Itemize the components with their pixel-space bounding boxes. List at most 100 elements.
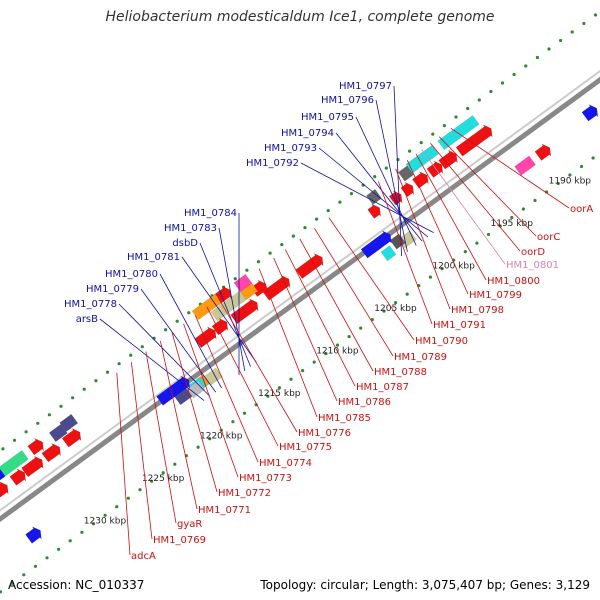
- outer-tick-dot: [382, 309, 386, 313]
- gene-label-bottom: HM1_0800: [487, 276, 540, 287]
- gene-label-leader: [377, 181, 433, 325]
- gene-label-leader: [335, 132, 423, 242]
- inner-tick-dot: [373, 175, 377, 179]
- gene-feature: [455, 124, 493, 157]
- gene-label-leader: [116, 372, 131, 556]
- inner-tick-dot: [164, 328, 168, 332]
- inner-tick-dot: [535, 55, 540, 60]
- inner-tick-dot: [477, 98, 481, 102]
- outer-tick-dot: [0, 590, 3, 594]
- gene-feature: [437, 115, 480, 151]
- gene-feature: [367, 203, 381, 219]
- gene-feature: [191, 293, 223, 321]
- outer-tick-dot: [45, 556, 49, 560]
- outer-tick-dot: [394, 301, 398, 305]
- gene-label-leader: [218, 227, 246, 371]
- backbone-shadow-line: [0, 69, 600, 512]
- gene-feature: [27, 437, 44, 456]
- inner-tick-dot: [466, 106, 470, 111]
- outer-tick-dot: [208, 437, 212, 441]
- outer-tick-dot: [405, 292, 409, 296]
- gene-label-leader: [181, 256, 257, 363]
- outer-tick-dot: [510, 215, 514, 220]
- gene-label-bottom: HM1_0788: [374, 367, 427, 378]
- scale-label: 1205 kbp: [374, 304, 417, 314]
- gene-feature: [210, 290, 247, 322]
- gene-label-bottom: HM1_0769: [153, 535, 206, 546]
- gene-label-bottom: HM1_0787: [356, 382, 409, 393]
- inner-tick-dot: [489, 89, 493, 94]
- gene-features-layer: [0, 103, 600, 544]
- outer-tick-dot: [521, 207, 526, 211]
- gene-label-bottom: adcA: [131, 551, 156, 562]
- inner-tick-dot: [349, 192, 354, 196]
- inner-tick-dot: [454, 115, 458, 119]
- gene-label-leader: [160, 340, 198, 510]
- inner-tick-dot: [419, 141, 423, 145]
- gene-label-leader: [159, 273, 222, 389]
- inner-tick-dot: [175, 319, 179, 323]
- gene-label-top: dsbD: [172, 238, 198, 249]
- gene-feature: [397, 165, 414, 182]
- gene-label-bottom: HM1_0771: [198, 505, 251, 516]
- gene-label-leader: [131, 362, 153, 540]
- outer-tick-dot: [242, 411, 247, 415]
- gene-label-bottom: HM1_0790: [415, 336, 468, 347]
- inner-tick-dot: [105, 370, 110, 374]
- outer-tick-dot: [335, 343, 340, 347]
- inner-tick-dot: [94, 379, 98, 383]
- inner-tick-dot: [71, 396, 75, 400]
- outer-tick-dot: [579, 164, 584, 169]
- outer-tick-dot: [486, 232, 491, 237]
- gene-label-leader: [406, 160, 469, 295]
- outer-tick-dot: [440, 267, 444, 271]
- gene-label-bottom: HM1_0776: [298, 428, 351, 439]
- inner-tick-dot: [24, 430, 28, 434]
- inner-tick-dot: [384, 166, 388, 170]
- outer-tick-dot: [173, 462, 177, 466]
- outer-tick-dot: [475, 241, 479, 245]
- outer-tick-dot: [312, 360, 316, 364]
- outer-tick-dot: [126, 496, 130, 500]
- gene-label-leader: [395, 168, 451, 310]
- inner-tick-dot: [582, 21, 586, 26]
- gene-feature: [233, 273, 253, 293]
- inner-tick-dot: [268, 251, 272, 255]
- outer-tick-dot: [10, 581, 14, 585]
- inner-tick-dot: [547, 47, 551, 51]
- outer-tick-dot: [161, 471, 165, 475]
- gene-label-leader: [99, 318, 205, 401]
- gene-label-bottom: HM1_0774: [259, 458, 312, 469]
- outer-tick-dot: [301, 369, 305, 373]
- scale-label: 1200 kbp: [432, 262, 475, 272]
- outer-tick-dot: [91, 522, 96, 526]
- scale-label: 1225 kbp: [142, 474, 185, 484]
- scale-label: 1190 kbp: [549, 177, 592, 187]
- inner-tick-dot: [1, 447, 5, 451]
- gene-label-bottom: oorD: [521, 247, 545, 258]
- gene-label-top: HM1_0793: [264, 143, 317, 154]
- gene-label-leader: [328, 217, 415, 341]
- gene-feature: [48, 423, 68, 443]
- gene-label-bottom: HM1_0775: [279, 442, 332, 453]
- gene-label-bottom: gyaR: [177, 519, 202, 530]
- outer-tick-dot: [591, 156, 595, 160]
- gene-label-bottom: oorC: [537, 232, 560, 243]
- gene-feature: [0, 468, 6, 481]
- gene-feature: [400, 181, 415, 198]
- outer-tick-dot: [33, 564, 38, 568]
- gene-feature: [380, 245, 397, 262]
- outer-tick-dot: [556, 181, 560, 186]
- gene-feature: [295, 252, 324, 279]
- inner-tick-dot: [570, 30, 574, 34]
- backbone-layer: [0, 69, 600, 523]
- gene-label-leader: [183, 323, 239, 478]
- outer-tick-dot: [533, 198, 537, 203]
- gene-feature: [0, 481, 9, 498]
- gene-feature: [581, 103, 599, 122]
- gene-label-top: HM1_0794: [281, 128, 334, 139]
- gene-label-leader: [300, 162, 434, 233]
- gene-label-leader: [171, 332, 218, 493]
- inner-tick-dot: [291, 234, 295, 238]
